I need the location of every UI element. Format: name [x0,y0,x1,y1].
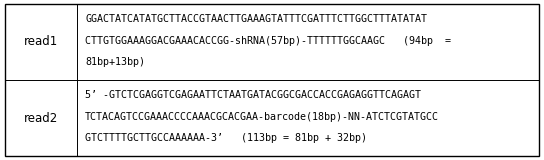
Text: read1: read1 [24,36,58,48]
Text: CTTGTGGAAAGGACGAAACACCGG-shRNA(57bp)-TTTTTTGGCAAGC   (94bp  =: CTTGTGGAAAGGACGAAACACCGG-shRNA(57bp)-TTT… [85,36,451,46]
Text: read2: read2 [24,112,58,124]
Text: 81bp+13bp): 81bp+13bp) [85,57,145,67]
Text: TCTACAGTCCGAAACCCCAAACGCACGAA-barcode(18bp)-NN-ATCTCGTATGCC: TCTACAGTCCGAAACCCCAAACGCACGAA-barcode(18… [85,112,439,122]
Text: GTCTTTTGCTTGCCAAAAAA-3’   (113bp = 81bp + 32bp): GTCTTTTGCTTGCCAAAAAA-3’ (113bp = 81bp + … [85,133,367,143]
Text: 5’ -GTCTCGAGGTCGAGAATTCTAATGATACGGCGACCACCGAGAGGTTCAGAGT: 5’ -GTCTCGAGGTCGAGAATTCTAATGATACGGCGACCA… [85,90,421,100]
Text: GGACTATCATATGCTTACCGTAACTTGAAAGTATTTCGATTTCTTGGCTTTATATAT: GGACTATCATATGCTTACCGTAACTTGAAAGTATTTCGAT… [85,14,427,24]
